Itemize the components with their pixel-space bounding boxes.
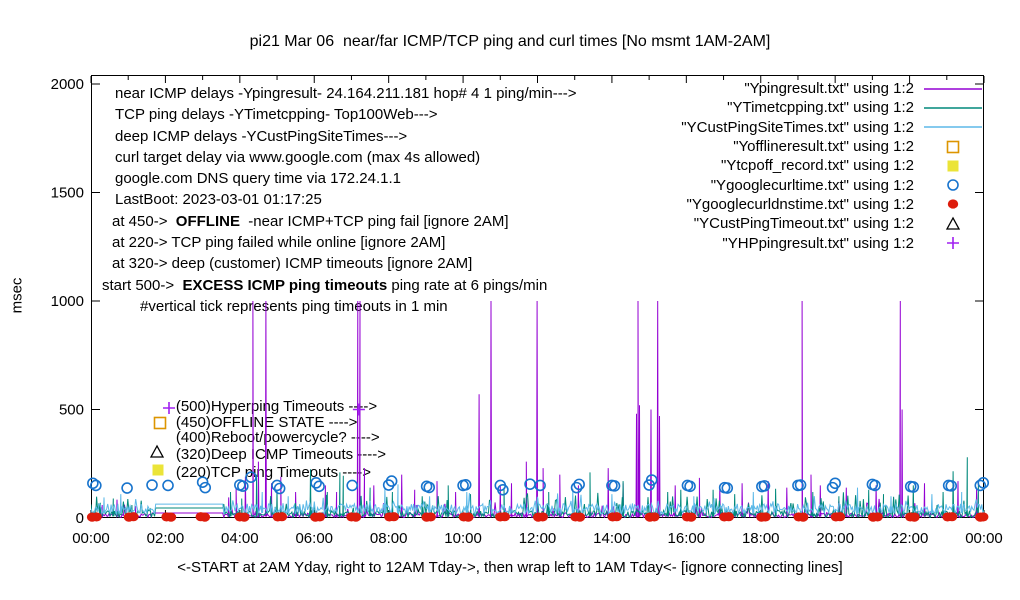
open-circle-swatch-icon [947, 179, 959, 191]
level-label: (320)Deep ICMP Timeouts ----> [175, 446, 387, 464]
x-tick-label: 22:00 [891, 530, 929, 547]
legend-row: "Ygooglecurltime.txt" using 1:2 [500, 175, 986, 194]
chart-title: pi21 Mar 06 near/far ICMP/TCP ping and c… [249, 33, 771, 50]
y-axis-label: msec [8, 277, 26, 314]
legend: "Ypingresult.txt" using 1:2 "YTimetcpping… [500, 79, 986, 253]
legend-row: "Yofflineresult.txt" using 1:2 [500, 137, 986, 156]
line-swatch-icon [924, 87, 982, 90]
legend-row: "Ygooglecurldnstime.txt" using 1:2 [500, 195, 986, 214]
y-tick-label: 0 [76, 510, 84, 527]
x-axis-caption: <-START at 2AM Yday, right to 12AM Tday-… [177, 559, 843, 576]
info-line: #vertical tick represents ping timeouts … [140, 297, 448, 315]
x-tick-label: 00:00 [965, 530, 1003, 547]
open-triangle-icon [150, 444, 165, 458]
legend-row: "YHPpingresult.txt" using 1:2 [500, 233, 986, 252]
legend-label: "YCustPingSiteTimes.txt" using 1:2 [681, 118, 914, 136]
x-tick-label: 14:00 [593, 530, 631, 547]
plus-icon [163, 401, 176, 414]
filled-square-swatch-icon [947, 160, 959, 172]
x-tick-label: 12:00 [519, 530, 557, 547]
x-tick-label: 10:00 [444, 530, 482, 547]
legend-row: "YCustPingSiteTimes.txt" using 1:2 [500, 118, 986, 137]
legend-row: "Ytcpoff_record.txt" using 1:2 [500, 156, 986, 175]
legend-row: "YCustPingTimeout.txt" using 1:2 [500, 214, 986, 233]
x-tick-label: 18:00 [742, 530, 780, 547]
legend-row: "Ypingresult.txt" using 1:2 [500, 79, 986, 98]
legend-label: "Ytcpoff_record.txt" using 1:2 [721, 157, 914, 175]
legend-label: "Ygooglecurldnstime.txt" using 1:2 [686, 195, 914, 213]
Ygooglecurldnstime.txt-points [86, 512, 989, 522]
legend-label: "YCustPingTimeout.txt" using 1:2 [693, 215, 914, 233]
legend-row: "YTimetcpping.txt" using 1:2 [500, 98, 986, 117]
x-tick-label: 04:00 [221, 530, 259, 547]
x-tick-label: 02:00 [147, 530, 185, 547]
open-triangle-swatch-icon [945, 216, 961, 230]
legend-label: "YTimetcpping.txt" using 1:2 [727, 99, 914, 117]
level-label: (220)TCP ping Timeouts ----> [175, 464, 372, 482]
info-line: start 500-> EXCESS ICMP ping timeouts pi… [102, 276, 548, 294]
y-tick-label: 500 [59, 402, 84, 419]
x-tick-label: 20:00 [816, 530, 854, 547]
legend-label: "Ygooglecurltime.txt" using 1:2 [710, 176, 914, 194]
x-tick-label: 16:00 [668, 530, 706, 547]
filled-circle-swatch-icon [947, 199, 959, 210]
legend-label: "Yofflineresult.txt" using 1:2 [733, 138, 914, 156]
y-tick-label: 2000 [51, 76, 84, 93]
level-label: (500)Hyperping Timeouts ----> [175, 398, 378, 416]
info-line: at 320-> deep (customer) ICMP timeouts [… [112, 255, 473, 273]
y-tick-label: 1000 [51, 293, 84, 310]
y-tick-label: 1500 [51, 185, 84, 202]
legend-label: "Ypingresult.txt" using 1:2 [744, 80, 914, 98]
open-square-icon [153, 416, 167, 430]
x-tick-label: 06:00 [295, 530, 333, 547]
line-swatch-icon [924, 107, 982, 109]
level-label: (400)Reboot/powercycle? ----> [175, 429, 380, 447]
line-swatch-icon [924, 126, 982, 129]
legend-label: "YHPpingresult.txt" using 1:2 [722, 234, 914, 252]
filled-square-icon [152, 464, 164, 476]
plus-swatch-icon [947, 237, 959, 250]
x-tick-label: 00:00 [72, 530, 110, 547]
x-tick-label: 08:00 [370, 530, 408, 547]
open-square-swatch-icon [946, 140, 960, 153]
